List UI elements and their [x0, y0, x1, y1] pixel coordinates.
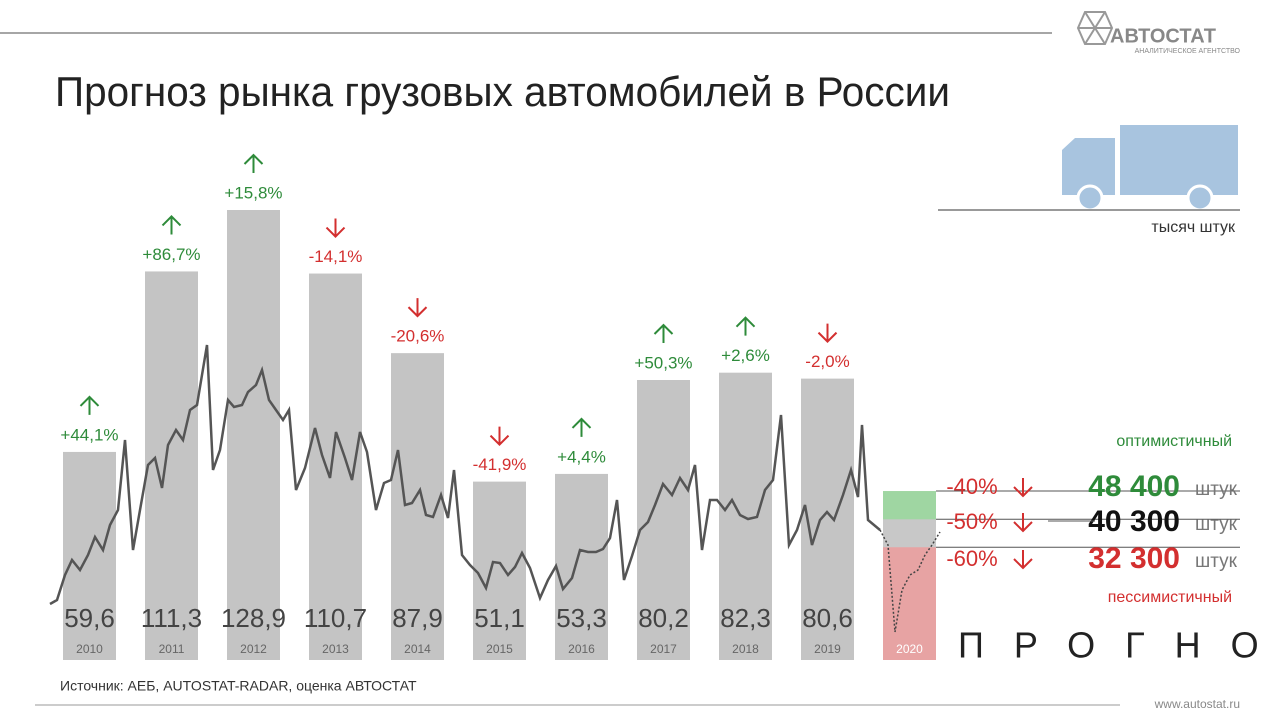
scenario-change: -50% — [946, 509, 997, 534]
value-label: 111,3 — [141, 603, 202, 633]
change-label: -41,9% — [473, 455, 527, 474]
change-label: +15,8% — [224, 183, 282, 202]
value-label: 59,6 — [64, 603, 115, 633]
change-label: +50,3% — [634, 353, 692, 372]
bar — [63, 451, 116, 660]
value-label: 128,9 — [221, 603, 286, 633]
forecast-line — [879, 529, 941, 633]
change-arrow — [735, 316, 756, 336]
scenario-value: 32 300 — [1088, 542, 1180, 575]
forecast-year: 2020 — [896, 642, 923, 656]
x-tick-label: 2014 — [404, 642, 431, 656]
change-arrow — [1013, 513, 1033, 533]
change-label: +4,4% — [557, 447, 606, 466]
source: Источник: АЕБ, AUTOSTAT-RADAR, оценка АВ… — [60, 678, 417, 694]
value-label: 87,9 — [392, 603, 443, 633]
change-arrow — [243, 153, 264, 173]
logo: АВТОСТАТ — [1110, 25, 1216, 47]
change-arrow — [1013, 478, 1033, 498]
change-arrow — [653, 323, 674, 344]
scenario-unit: штук — [1195, 551, 1238, 572]
bar — [801, 378, 854, 660]
x-tick-label: 2019 — [814, 642, 841, 656]
forecast-bar — [883, 547, 936, 660]
change-label: +44,1% — [60, 425, 118, 444]
change-arrow — [161, 215, 182, 235]
scenario-change: -60% — [946, 546, 997, 571]
bar — [391, 353, 444, 660]
value-label: 51,1 — [474, 603, 525, 633]
truck-icon — [1062, 125, 1238, 212]
change-arrow — [817, 323, 838, 344]
value-label: 82,3 — [720, 603, 771, 633]
scenario-value: 40 300 — [1088, 505, 1180, 538]
change-label: -20,6% — [391, 327, 445, 346]
scenario-unit: штук — [1195, 479, 1238, 500]
bar — [555, 473, 608, 660]
scenario-change: -40% — [946, 474, 997, 499]
logo-subtitle: АНАЛИТИЧЕСКОЕ АГЕНТСТВО — [1135, 48, 1241, 55]
x-tick-label: 2017 — [650, 642, 677, 656]
monthly-sales-line — [49, 344, 881, 606]
change-label: -2,0% — [805, 352, 849, 371]
logo-icon — [1076, 11, 1114, 45]
x-tick-label: 2016 — [568, 642, 595, 656]
scenario-name: пессимистичный — [1108, 589, 1232, 606]
x-tick-label: 2010 — [76, 642, 103, 656]
value-label: 80,6 — [802, 603, 853, 633]
scenario-value: 48 400 — [1088, 470, 1180, 503]
bar — [473, 481, 526, 660]
bar — [145, 271, 198, 660]
x-tick-label: 2015 — [486, 642, 513, 656]
forecast-label: ПРОГНОЗ — [958, 625, 1280, 666]
bar — [637, 380, 690, 660]
x-tick-label: 2012 — [240, 642, 267, 656]
chart-title: Прогноз рынка грузовых автомобилей в Рос… — [55, 68, 950, 115]
change-arrow — [407, 298, 428, 318]
x-tick-label: 2013 — [322, 642, 349, 656]
change-arrow — [325, 218, 346, 238]
change-label: +86,7% — [142, 245, 200, 264]
value-label: 80,2 — [638, 603, 689, 633]
change-arrow — [489, 426, 510, 447]
scenario-name: оптимистичный — [1116, 433, 1232, 450]
change-arrow — [1013, 550, 1033, 570]
unit-label: тысяч штук — [1151, 219, 1236, 236]
bar — [719, 372, 772, 660]
x-tick-label: 2011 — [159, 642, 185, 656]
value-label: 110,7 — [304, 603, 367, 633]
scenario-unit: штук — [1195, 514, 1238, 535]
change-label: -14,1% — [309, 247, 363, 266]
value-label: 53,3 — [556, 603, 607, 633]
x-tick-label: 2018 — [732, 642, 759, 656]
bar — [227, 210, 280, 660]
change-label: +2,6% — [721, 346, 770, 365]
url: www.autostat.ru — [1154, 697, 1240, 711]
change-arrow — [79, 395, 100, 415]
change-arrow — [571, 417, 592, 437]
